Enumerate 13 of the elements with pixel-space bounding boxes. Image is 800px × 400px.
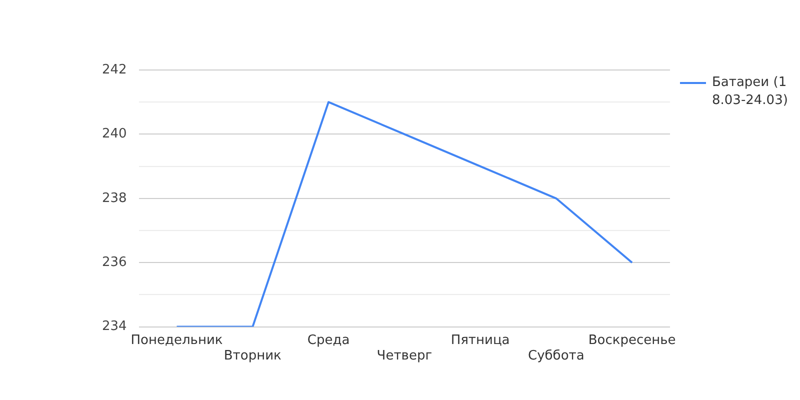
y-tick-label: 238	[102, 190, 127, 206]
x-tick-label: Вторник	[224, 348, 282, 364]
x-tick-label: Воскресенье	[588, 332, 676, 348]
legend-label: Батареи (18.03-24.03)	[712, 74, 789, 110]
y-tick-label: 240	[102, 126, 127, 142]
x-tick-label: Среда	[307, 332, 350, 348]
x-tick-label: Суббота	[528, 348, 584, 364]
x-tick-label: Понедельник	[130, 332, 223, 348]
y-tick-label: 242	[102, 62, 127, 78]
x-tick-label: Пятница	[450, 332, 510, 348]
y-tick-label: 234	[102, 319, 127, 334]
y-tick-label: 236	[102, 254, 127, 270]
x-tick-label: Четверг	[376, 348, 432, 364]
